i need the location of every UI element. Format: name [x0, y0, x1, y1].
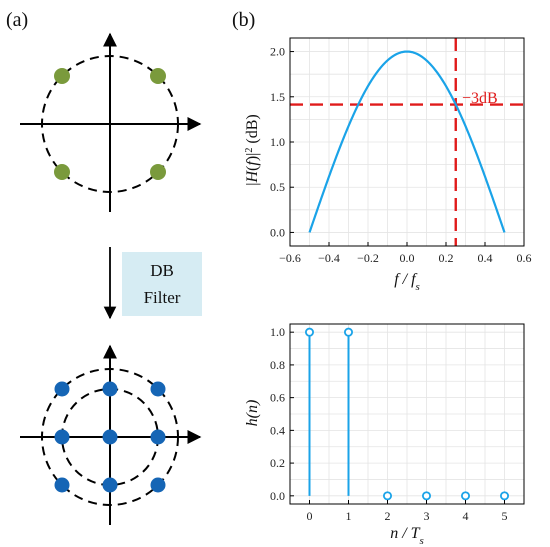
frequency-response-plot: −0.6 −0.4 −0.2 0.0 0.2 0.4 0.6 0.0 0.5 1.0 1.5 2.0… — [244, 37, 532, 293]
db-filter-label-line2: Filter — [144, 288, 181, 307]
x-tick-label: 1 — [346, 509, 352, 523]
x-tick-label: −0.4 — [318, 251, 340, 265]
constellation-point — [102, 381, 118, 397]
stem-marker — [343, 327, 353, 337]
db-filter-box-bg — [122, 252, 202, 316]
minus-3db-annotation: −3dB — [462, 90, 498, 107]
stem-marker — [382, 491, 392, 501]
db-filter-label-line1: DB — [150, 261, 174, 280]
freq-grid — [289, 38, 525, 246]
y-tick-label: 0.0 — [270, 489, 285, 503]
constellation-point — [102, 477, 118, 493]
freq-x-ticks: −0.6 −0.4 −0.2 0.0 0.2 0.4 0.6 — [279, 242, 532, 265]
x-tick-label: 0.6 — [517, 251, 532, 265]
freq-y-ticks: 0.0 0.5 1.0 1.5 2.0 — [270, 45, 294, 239]
x-tick-label: 2 — [385, 509, 391, 523]
x-tick-label: 5 — [502, 509, 508, 523]
y-tick-label: 1.0 — [270, 325, 285, 339]
constellation-point — [54, 429, 70, 445]
y-tick-label: 0.8 — [270, 358, 285, 372]
duobinary-constellation — [20, 344, 202, 525]
x-tick-label: 0.0 — [400, 251, 415, 265]
x-tick-label: 3 — [424, 509, 430, 523]
bottom-outer-circle — [41, 368, 179, 506]
stem-marker — [304, 327, 314, 337]
constellation-point — [54, 477, 70, 493]
impulse-response-plot: 0 1 2 3 4 5 0.0 0.2 0.4 0.6 0.8 1.0 n / Ts h(n) — [244, 323, 525, 547]
panel-a-label: (a) — [6, 9, 28, 31]
constellation-point — [54, 164, 70, 180]
y-tick-label: 0.6 — [270, 391, 285, 405]
stem-marker — [499, 491, 509, 501]
top-constellation-points — [54, 68, 166, 180]
x-tick-label: 0 — [307, 509, 313, 523]
constellation-point — [102, 429, 118, 445]
constellation-point — [150, 164, 166, 180]
x-tick-label: 0.2 — [439, 251, 454, 265]
impulse-stems — [304, 327, 509, 501]
stem-marker — [460, 491, 470, 501]
y-tick-label: 0.0 — [270, 225, 285, 239]
db-filter-box: DB Filter — [122, 252, 202, 316]
x-tick-label: −0.6 — [279, 251, 301, 265]
y-tick-label: 0.4 — [270, 423, 285, 437]
y-tick-label: 0.5 — [270, 180, 285, 194]
freq-x-axis-label: f / fs — [394, 271, 420, 293]
y-tick-label: 1.0 — [270, 135, 285, 149]
constellation-point — [150, 381, 166, 397]
impulse-x-ticks: 0 1 2 3 4 5 — [307, 500, 508, 523]
impulse-y-axis-label: h(n) — [244, 400, 261, 427]
y-tick-label: 2.0 — [270, 45, 285, 59]
stem-marker — [421, 491, 431, 501]
freq-y-axis-label: |H(f)|2 (dB) — [244, 114, 262, 185]
x-tick-label: 0.4 — [478, 251, 493, 265]
x-tick-label: 4 — [463, 509, 469, 523]
panel-b-label: (b) — [232, 9, 255, 31]
y-tick-label: 0.2 — [270, 456, 285, 470]
y-tick-label: 1.5 — [270, 90, 285, 104]
x-tick-label: −0.2 — [357, 251, 379, 265]
freq-response-curve — [308, 50, 506, 233]
freq-reference-lines — [290, 38, 524, 246]
constellation-point — [54, 68, 70, 84]
bottom-constellation-points — [54, 381, 166, 493]
constellation-point — [150, 68, 166, 84]
impulse-x-axis-label: n / Ts — [390, 525, 424, 547]
top-unit-circle — [41, 55, 179, 193]
impulse-plot-frame — [289, 323, 525, 505]
constellation-point — [150, 477, 166, 493]
constellation-point — [54, 381, 70, 397]
constellation-point — [150, 429, 166, 445]
impulse-grid — [289, 324, 525, 504]
impulse-y-ticks: 0.0 0.2 0.4 0.6 0.8 1.0 — [270, 325, 294, 503]
qpsk-constellation — [20, 32, 202, 212]
